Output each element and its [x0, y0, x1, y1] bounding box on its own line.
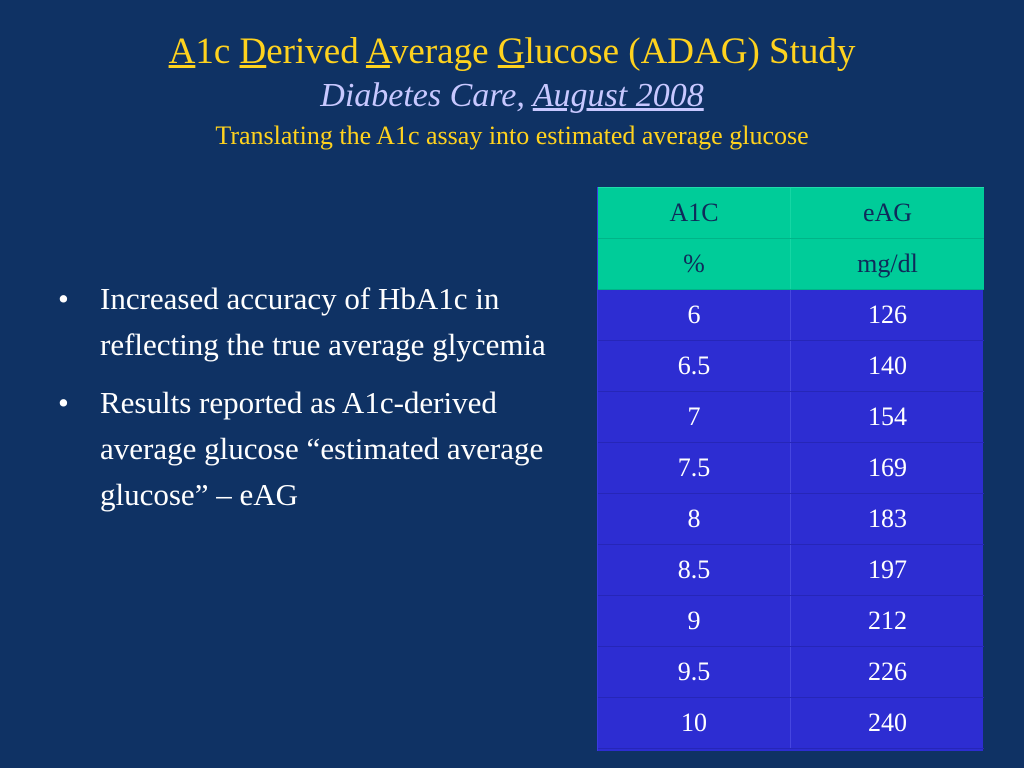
- title-word-1c: 1c: [195, 31, 231, 72]
- unit-mgdl: mg/dl: [790, 238, 984, 290]
- a1c-value: 10: [598, 697, 791, 749]
- table-header-row: A1C eAG: [598, 187, 984, 239]
- a1c-value: 7: [598, 391, 791, 443]
- title-initial-g: G: [497, 31, 525, 72]
- table-row: 6 126: [598, 289, 984, 341]
- table-row: 9 212: [598, 595, 984, 647]
- eag-value: 212: [790, 595, 984, 647]
- table-row: 7 154: [598, 391, 984, 443]
- eag-value: 240: [790, 697, 984, 749]
- a1c-eag-table: A1C eAG % mg/dl 6 126 6.5 140 7 154 7.5 …: [597, 187, 984, 751]
- table-row: 10 240: [598, 697, 984, 749]
- bullet-text: Increased accuracy of HbA1c in reflectin…: [100, 281, 546, 362]
- title-initial-a2: A: [365, 31, 390, 72]
- title-initial-a: A: [168, 31, 196, 72]
- a1c-value: 7.5: [598, 442, 791, 494]
- eag-value: 183: [790, 493, 984, 545]
- header-eag: eAG: [790, 187, 984, 239]
- eag-value: 154: [790, 391, 984, 443]
- bullet-dot-icon: •: [58, 385, 69, 420]
- bullet-text: Results reported as A1c-derived average …: [100, 385, 544, 512]
- journal-date: August 2008: [532, 77, 704, 114]
- table-units-row: % mg/dl: [598, 238, 984, 290]
- eag-value: 197: [790, 544, 984, 596]
- slide-title: A1c Derived Average Glucose (ADAG) Study: [0, 30, 1024, 74]
- a1c-value: 9.5: [598, 646, 791, 698]
- eag-value: 126: [790, 289, 984, 341]
- table-row: 8 183: [598, 493, 984, 545]
- a1c-value: 6: [598, 289, 791, 341]
- a1c-value: 8: [598, 493, 791, 545]
- eag-value: 169: [790, 442, 984, 494]
- bullet-item: • Increased accuracy of HbA1c in reflecti…: [58, 276, 578, 368]
- unit-percent: %: [598, 238, 791, 290]
- title-word-verage: verage: [389, 31, 489, 72]
- table-row: 6.5 140: [598, 340, 984, 392]
- a1c-value: 6.5: [598, 340, 791, 392]
- header-a1c: A1C: [598, 187, 791, 239]
- bullet-list: • Increased accuracy of HbA1c in reflecti…: [58, 276, 578, 530]
- journal-name: Diabetes Care,: [320, 77, 525, 114]
- slide-subtitle: Translating the A1c assay into estimated…: [215, 121, 809, 150]
- table-row: 8.5 197: [598, 544, 984, 596]
- title-initial-d: D: [239, 31, 267, 72]
- table-row: 9.5 226: [598, 646, 984, 698]
- title-word-lucose: lucose (ADAG) Study: [524, 31, 856, 72]
- title-block: A1c Derived Average Glucose (ADAG) Study…: [0, 30, 1024, 154]
- conversion-table: A1C eAG % mg/dl 6 126 6.5 140 7 154 7.5 …: [598, 187, 984, 749]
- bullet-item: • Results reported as A1c-derived average…: [58, 380, 578, 518]
- eag-value: 226: [790, 646, 984, 698]
- eag-value: 140: [790, 340, 984, 392]
- bullet-dot-icon: •: [58, 281, 69, 316]
- journal-citation: Diabetes Care, August 2008: [0, 74, 1024, 118]
- table-row: 7.5 169: [598, 442, 984, 494]
- a1c-value: 8.5: [598, 544, 791, 596]
- a1c-value: 9: [598, 595, 791, 647]
- title-word-erived: erived: [266, 31, 359, 72]
